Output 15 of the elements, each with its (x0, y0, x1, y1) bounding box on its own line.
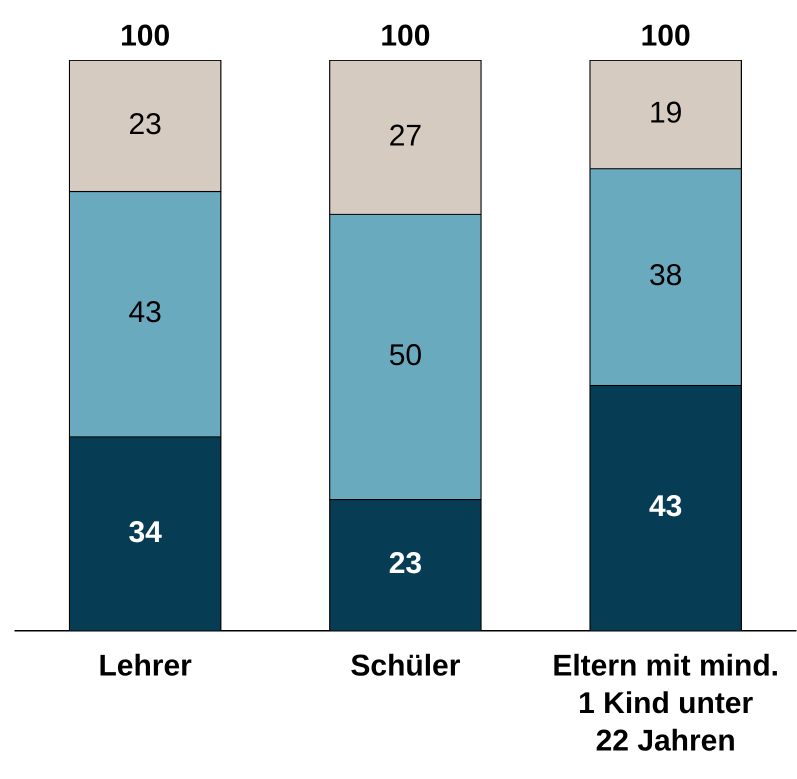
data-label: 23 (128, 108, 162, 141)
x-tick-label: Lehrer (98, 650, 192, 683)
data-label: 43 (128, 296, 162, 330)
data-label: 38 (648, 259, 682, 292)
data-label: 43 (648, 490, 682, 524)
data-label: 50 (388, 338, 422, 372)
total-label: 100 (120, 19, 170, 52)
data-label: 19 (648, 96, 682, 130)
total-label: 100 (640, 19, 691, 52)
data-label: 34 (128, 516, 162, 549)
data-label: 23 (388, 547, 422, 580)
total-label: 100 (380, 19, 430, 52)
data-label: 27 (388, 119, 422, 152)
x-tick-label: Schüler (350, 650, 461, 683)
x-tick-label: Eltern mit mind. 1 Kind unter 22 Jahren (552, 650, 779, 758)
